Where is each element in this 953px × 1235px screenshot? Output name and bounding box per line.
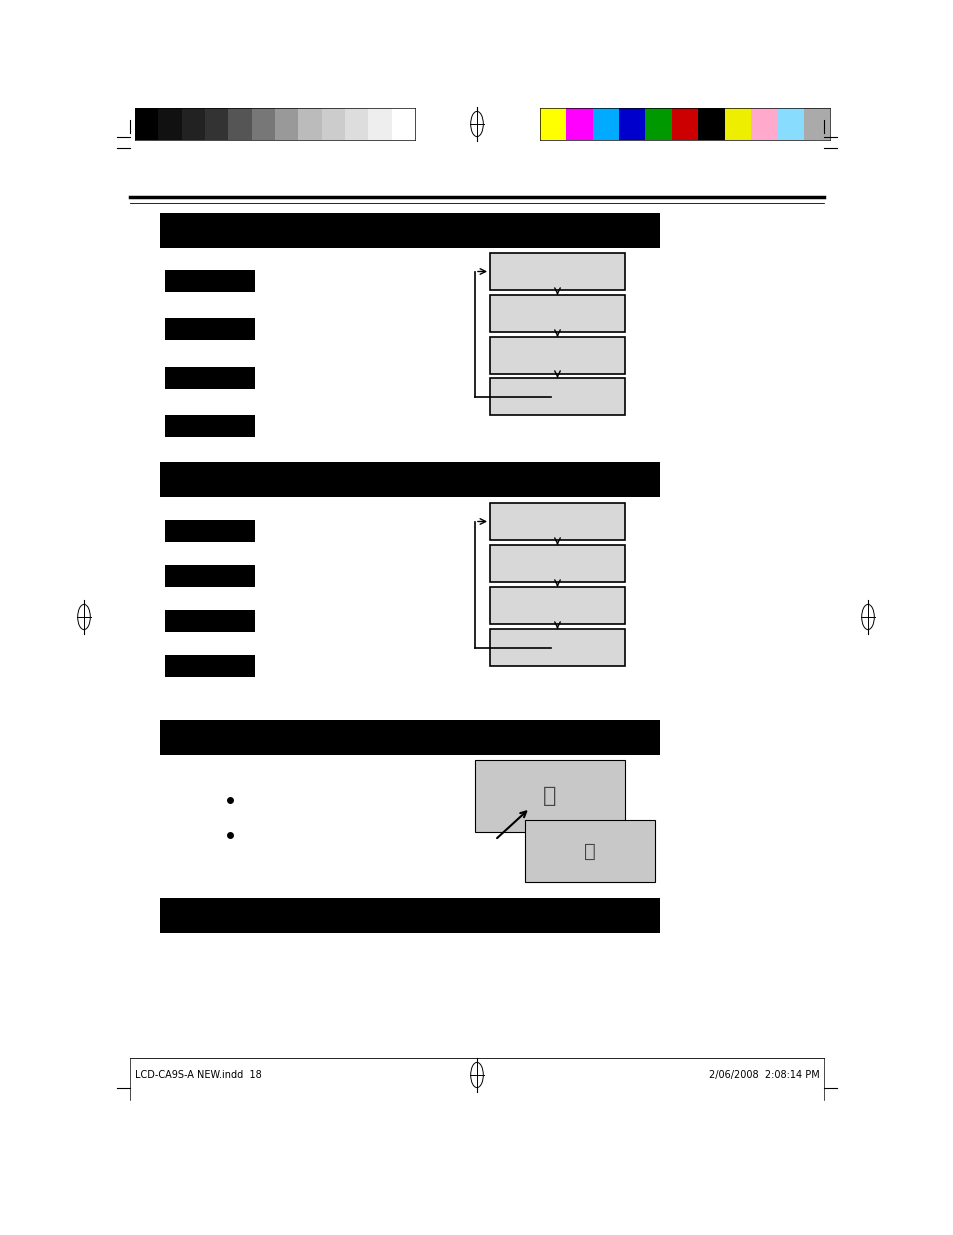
Bar xyxy=(524,820,655,882)
Text: ⚾: ⚾ xyxy=(583,841,596,861)
Bar xyxy=(165,415,254,437)
Bar xyxy=(321,107,345,140)
Bar xyxy=(566,107,592,140)
Bar xyxy=(671,107,698,140)
Bar xyxy=(777,107,802,140)
Text: 2/06/2008  2:08:14 PM: 2/06/2008 2:08:14 PM xyxy=(708,1070,820,1079)
Bar xyxy=(252,107,274,140)
Bar xyxy=(205,107,228,140)
Bar xyxy=(490,337,624,374)
Bar xyxy=(160,898,659,932)
Bar xyxy=(645,107,671,140)
Bar xyxy=(475,760,624,832)
Bar xyxy=(160,720,659,755)
Bar xyxy=(490,253,624,290)
Bar xyxy=(298,107,321,140)
Bar xyxy=(165,520,254,542)
Bar xyxy=(723,107,750,140)
Bar xyxy=(160,212,659,248)
Bar xyxy=(802,107,829,140)
Text: LCD-CA9S-A NEW.indd  18: LCD-CA9S-A NEW.indd 18 xyxy=(135,1070,261,1079)
Bar xyxy=(539,107,566,140)
Bar xyxy=(165,564,254,587)
Bar xyxy=(165,317,254,340)
Bar xyxy=(135,107,158,140)
Bar xyxy=(158,107,181,140)
Bar xyxy=(165,655,254,677)
Bar xyxy=(618,107,645,140)
Bar xyxy=(274,107,298,140)
Bar xyxy=(165,610,254,632)
Bar xyxy=(490,378,624,415)
Bar xyxy=(165,367,254,389)
Bar xyxy=(698,107,723,140)
Bar xyxy=(368,107,392,140)
Bar xyxy=(160,462,659,496)
Bar xyxy=(345,107,368,140)
Bar xyxy=(490,295,624,332)
Bar xyxy=(181,107,205,140)
Bar xyxy=(490,503,624,540)
Bar xyxy=(750,107,777,140)
Bar xyxy=(490,629,624,666)
Text: ⚾: ⚾ xyxy=(543,785,557,806)
Bar xyxy=(592,107,618,140)
Bar xyxy=(165,270,254,291)
Bar xyxy=(490,587,624,624)
Bar xyxy=(392,107,415,140)
Bar xyxy=(490,545,624,582)
Bar xyxy=(228,107,252,140)
